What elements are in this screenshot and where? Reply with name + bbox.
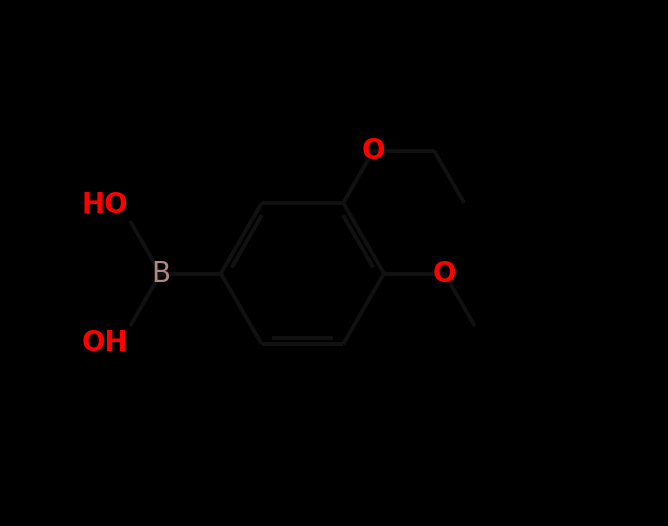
Text: OH: OH [82,329,129,357]
Text: HO: HO [82,190,129,218]
Text: O: O [361,137,385,165]
Text: B: B [151,259,170,288]
Text: O: O [433,259,456,288]
